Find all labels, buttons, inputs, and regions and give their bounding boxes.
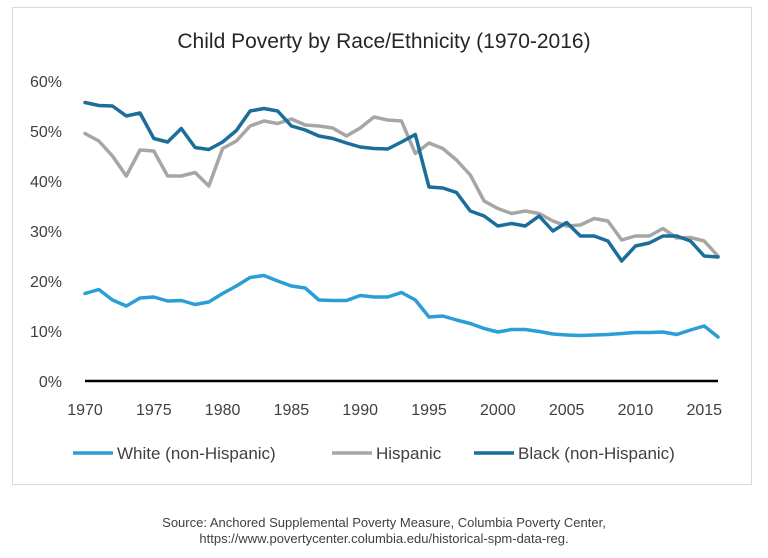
x-tick-label: 1990	[342, 402, 378, 419]
chart-frame	[12, 7, 752, 485]
x-tick-label: 1975	[136, 402, 172, 419]
x-tick-label: 1980	[205, 402, 241, 419]
y-tick-label: 30%	[30, 224, 62, 241]
legend-label-black-non-hispanic: Black (non-Hispanic)	[518, 444, 675, 463]
source-line-1: Source: Anchored Supplemental Poverty Me…	[162, 515, 606, 530]
chart-title: Child Poverty by Race/Ethnicity (1970-20…	[177, 30, 590, 53]
y-tick-label: 40%	[30, 174, 62, 191]
x-tick-label: 2010	[618, 402, 654, 419]
source-note: Source: Anchored Supplemental Poverty Me…	[0, 515, 768, 547]
legend-label-white-non-hispanic: White (non-Hispanic)	[117, 444, 276, 463]
series-line-black-non-hispanic	[83, 100, 720, 263]
x-tick-label: 2005	[549, 402, 585, 419]
source-line-2: https://www.povertycenter.columbia.edu/h…	[199, 531, 569, 546]
x-axis-ticks: 1970 1975 1980 1985 1990 1995 2000 2005 2010 2015	[67, 402, 722, 419]
x-tick-label: 2015	[686, 402, 722, 419]
y-tick-label: 10%	[30, 324, 62, 341]
y-axis-ticks: 0% 10% 20% 30% 40% 50% 60%	[30, 74, 62, 391]
y-tick-label: 0%	[39, 374, 62, 391]
y-tick-label: 60%	[30, 74, 62, 91]
series-line-hispanic	[83, 115, 720, 258]
x-tick-label: 1985	[274, 402, 310, 419]
y-tick-label: 20%	[30, 274, 62, 291]
series-lines	[83, 100, 720, 339]
x-tick-label: 1970	[67, 402, 103, 419]
x-tick-label: 1995	[411, 402, 447, 419]
line-chart: Child Poverty by Race/Ethnicity (1970-20…	[30, 30, 722, 463]
legend: White (non-Hispanic) Hispanic Black (non-H…	[73, 444, 675, 463]
legend-label-hispanic: Hispanic	[376, 444, 442, 463]
y-tick-label: 50%	[30, 124, 62, 141]
x-tick-label: 2000	[480, 402, 516, 419]
series-line-white-non-hispanic	[83, 273, 720, 339]
